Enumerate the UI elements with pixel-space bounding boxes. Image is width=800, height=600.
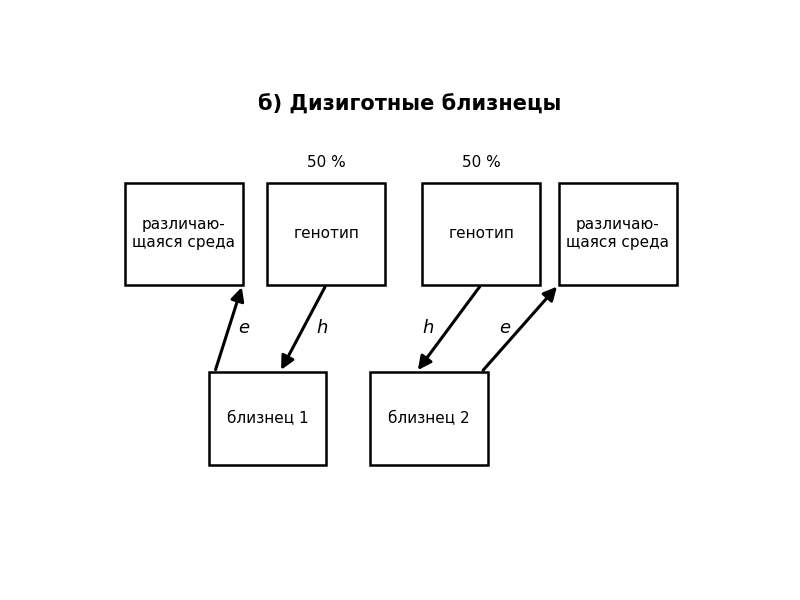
Text: б) Дизиготные близнецы: б) Дизиготные близнецы	[258, 94, 562, 115]
Bar	[209, 372, 326, 464]
Text: e: e	[500, 319, 510, 337]
Text: h: h	[317, 319, 328, 337]
Text: близнец 2: близнец 2	[388, 411, 470, 426]
Bar	[422, 183, 540, 284]
Text: генотип: генотип	[448, 226, 514, 241]
Text: различаю-
щаяся среда: различаю- щаяся среда	[566, 217, 669, 250]
Text: близнец 1: близнец 1	[226, 411, 308, 426]
Bar	[125, 183, 242, 284]
Text: 50 %: 50 %	[307, 155, 346, 170]
Bar	[558, 183, 677, 284]
Text: h: h	[422, 319, 434, 337]
Text: 50 %: 50 %	[462, 155, 501, 170]
Bar	[370, 372, 487, 464]
Text: генотип: генотип	[294, 226, 359, 241]
Bar	[267, 183, 386, 284]
Text: e: e	[238, 319, 249, 337]
Text: различаю-
щаяся среда: различаю- щаяся среда	[132, 217, 235, 250]
